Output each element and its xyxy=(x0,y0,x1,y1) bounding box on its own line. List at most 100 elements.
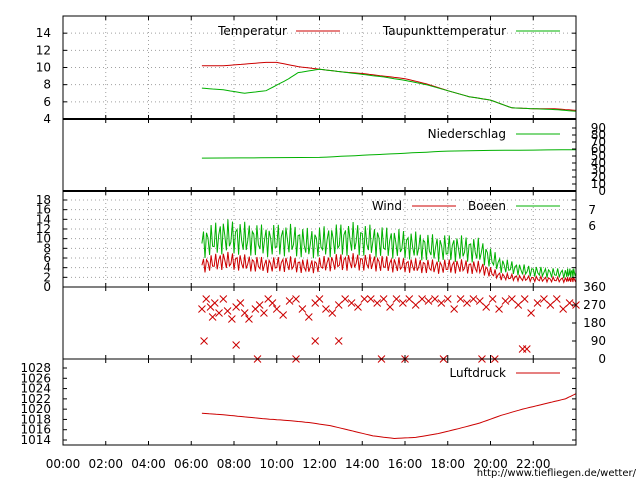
wind-direction-point xyxy=(347,299,356,307)
wind-direction-point xyxy=(315,295,324,303)
grid-layer xyxy=(63,16,576,287)
y-tick-label: 0 xyxy=(598,352,606,366)
wind-direction-point xyxy=(298,305,307,313)
text-layer: 4681012140102030405060708090024681012141… xyxy=(20,24,636,479)
y-tick-label: 270 xyxy=(583,298,606,312)
wind-direction-point xyxy=(360,295,369,303)
y-tick-label: 360 xyxy=(583,280,606,294)
wind-direction-point xyxy=(456,295,465,303)
wind-direction-point xyxy=(482,303,491,311)
wind-direction-point xyxy=(379,295,388,303)
y-tick-label: 1024 xyxy=(20,382,51,396)
y-tick-label: 1020 xyxy=(20,402,51,416)
wind-direction-point xyxy=(475,297,484,305)
wind-direction-point xyxy=(411,301,420,309)
y-tick-label: 40 xyxy=(591,156,606,170)
y-tick-label: 14 xyxy=(36,26,51,40)
y-tick-label: 12 xyxy=(36,222,51,236)
y-tick-label: 60 xyxy=(591,142,606,156)
taupunkttemperatur-legend-label: Taupunkttemperatur xyxy=(382,24,506,38)
y-tick-label: 90 xyxy=(591,121,606,135)
wind-direction-point xyxy=(501,297,510,305)
wind-direction-point xyxy=(399,299,407,307)
y-tick-label: 1014 xyxy=(20,433,51,447)
boeen-legend-label: Boeen xyxy=(468,199,506,213)
y-tick-label: 0 xyxy=(598,184,606,198)
wind-direction-point xyxy=(520,295,529,303)
wind-direction-point xyxy=(236,299,245,307)
wind-direction-point xyxy=(392,295,401,303)
wind-direction-point xyxy=(210,299,219,307)
wind-direction-point xyxy=(437,299,446,307)
y-tick-label: 180 xyxy=(583,316,606,330)
wind-direction-point xyxy=(228,315,236,323)
wind-direction-point xyxy=(322,305,330,313)
wind-direction-point xyxy=(495,305,503,313)
y-tick-label: 14 xyxy=(36,212,51,226)
y-tick-label: 30 xyxy=(591,163,606,177)
taupunkttemperatur-series-line xyxy=(201,68,577,112)
wind-direction-point xyxy=(215,309,223,317)
y-tick-label: 1028 xyxy=(20,361,51,375)
wind-direction-point xyxy=(527,309,535,317)
wind-direction-point xyxy=(373,299,382,307)
wind-direction-point xyxy=(208,313,217,321)
y2-tick-label: 7 xyxy=(588,203,596,217)
wind-direction-point xyxy=(304,313,313,321)
y-tick-label: 10 xyxy=(591,177,606,191)
x-tick-label: 20:00 xyxy=(473,457,508,471)
wind-direction-point xyxy=(341,295,350,303)
wind-direction-point xyxy=(450,305,459,313)
wind_direction-frame xyxy=(62,286,577,360)
y-tick-label: 50 xyxy=(591,149,606,163)
temperatur-legend-label: Temperatur xyxy=(217,24,287,38)
source-link: http://www.tiefliegen.de/wetter/ xyxy=(477,468,637,479)
wind-legend-label: Wind xyxy=(372,199,402,213)
wind-direction-point xyxy=(334,301,343,309)
y-tick-label: 8 xyxy=(43,241,51,255)
x-tick-label: 06:00 xyxy=(174,457,209,471)
y-tick-label: 8 xyxy=(43,78,51,92)
wind-direction-point xyxy=(488,295,497,303)
wind-direction-point xyxy=(268,299,277,307)
wind-direction-point xyxy=(354,303,362,311)
y-tick-label: 10 xyxy=(36,232,51,246)
y-tick-label: 4 xyxy=(43,112,51,126)
y2-tick-label: 6 xyxy=(588,219,596,233)
wind-direction-point xyxy=(418,295,426,303)
y-tick-label: 1026 xyxy=(20,371,51,385)
y-tick-label: 12 xyxy=(36,43,51,57)
x-tick-label: 08:00 xyxy=(217,457,252,471)
y-tick-label: 1022 xyxy=(20,392,51,406)
wind-direction-point xyxy=(279,311,288,319)
wind-direction-point xyxy=(508,295,516,303)
wind-direction-point xyxy=(405,295,414,303)
y-tick-label: 1018 xyxy=(20,412,51,426)
wind-direction-point xyxy=(565,299,574,307)
y-tick-label: 90 xyxy=(591,334,606,348)
wind-direction-point xyxy=(232,341,240,349)
wind-series-line xyxy=(201,251,577,284)
wind-direction-point xyxy=(366,295,375,303)
x-tick-label: 18:00 xyxy=(430,457,465,471)
x-tick-label: 22:00 xyxy=(516,457,551,471)
y-tick-label: 4 xyxy=(43,261,51,275)
wind-direction-point xyxy=(334,337,343,345)
wind-direction-point xyxy=(245,315,253,323)
wind-direction-point xyxy=(272,305,281,313)
x-tick-label: 16:00 xyxy=(388,457,423,471)
luftdruck-legend-label: Luftdruck xyxy=(449,366,506,380)
wind-direction-point xyxy=(463,299,471,307)
wind-direction-point xyxy=(198,305,206,313)
y-tick-label: 70 xyxy=(591,135,606,149)
niederschlag-series-line xyxy=(201,149,577,159)
x-tick-label: 12:00 xyxy=(302,457,337,471)
wind-direction-point xyxy=(311,337,320,345)
wind-direction-point xyxy=(533,299,542,307)
y-tick-label: 10 xyxy=(36,61,51,75)
wind-direction-point xyxy=(522,345,531,353)
wind-direction-point xyxy=(514,301,523,309)
luftdruck-series-line xyxy=(201,393,577,440)
y-tick-label: 2 xyxy=(43,270,51,284)
